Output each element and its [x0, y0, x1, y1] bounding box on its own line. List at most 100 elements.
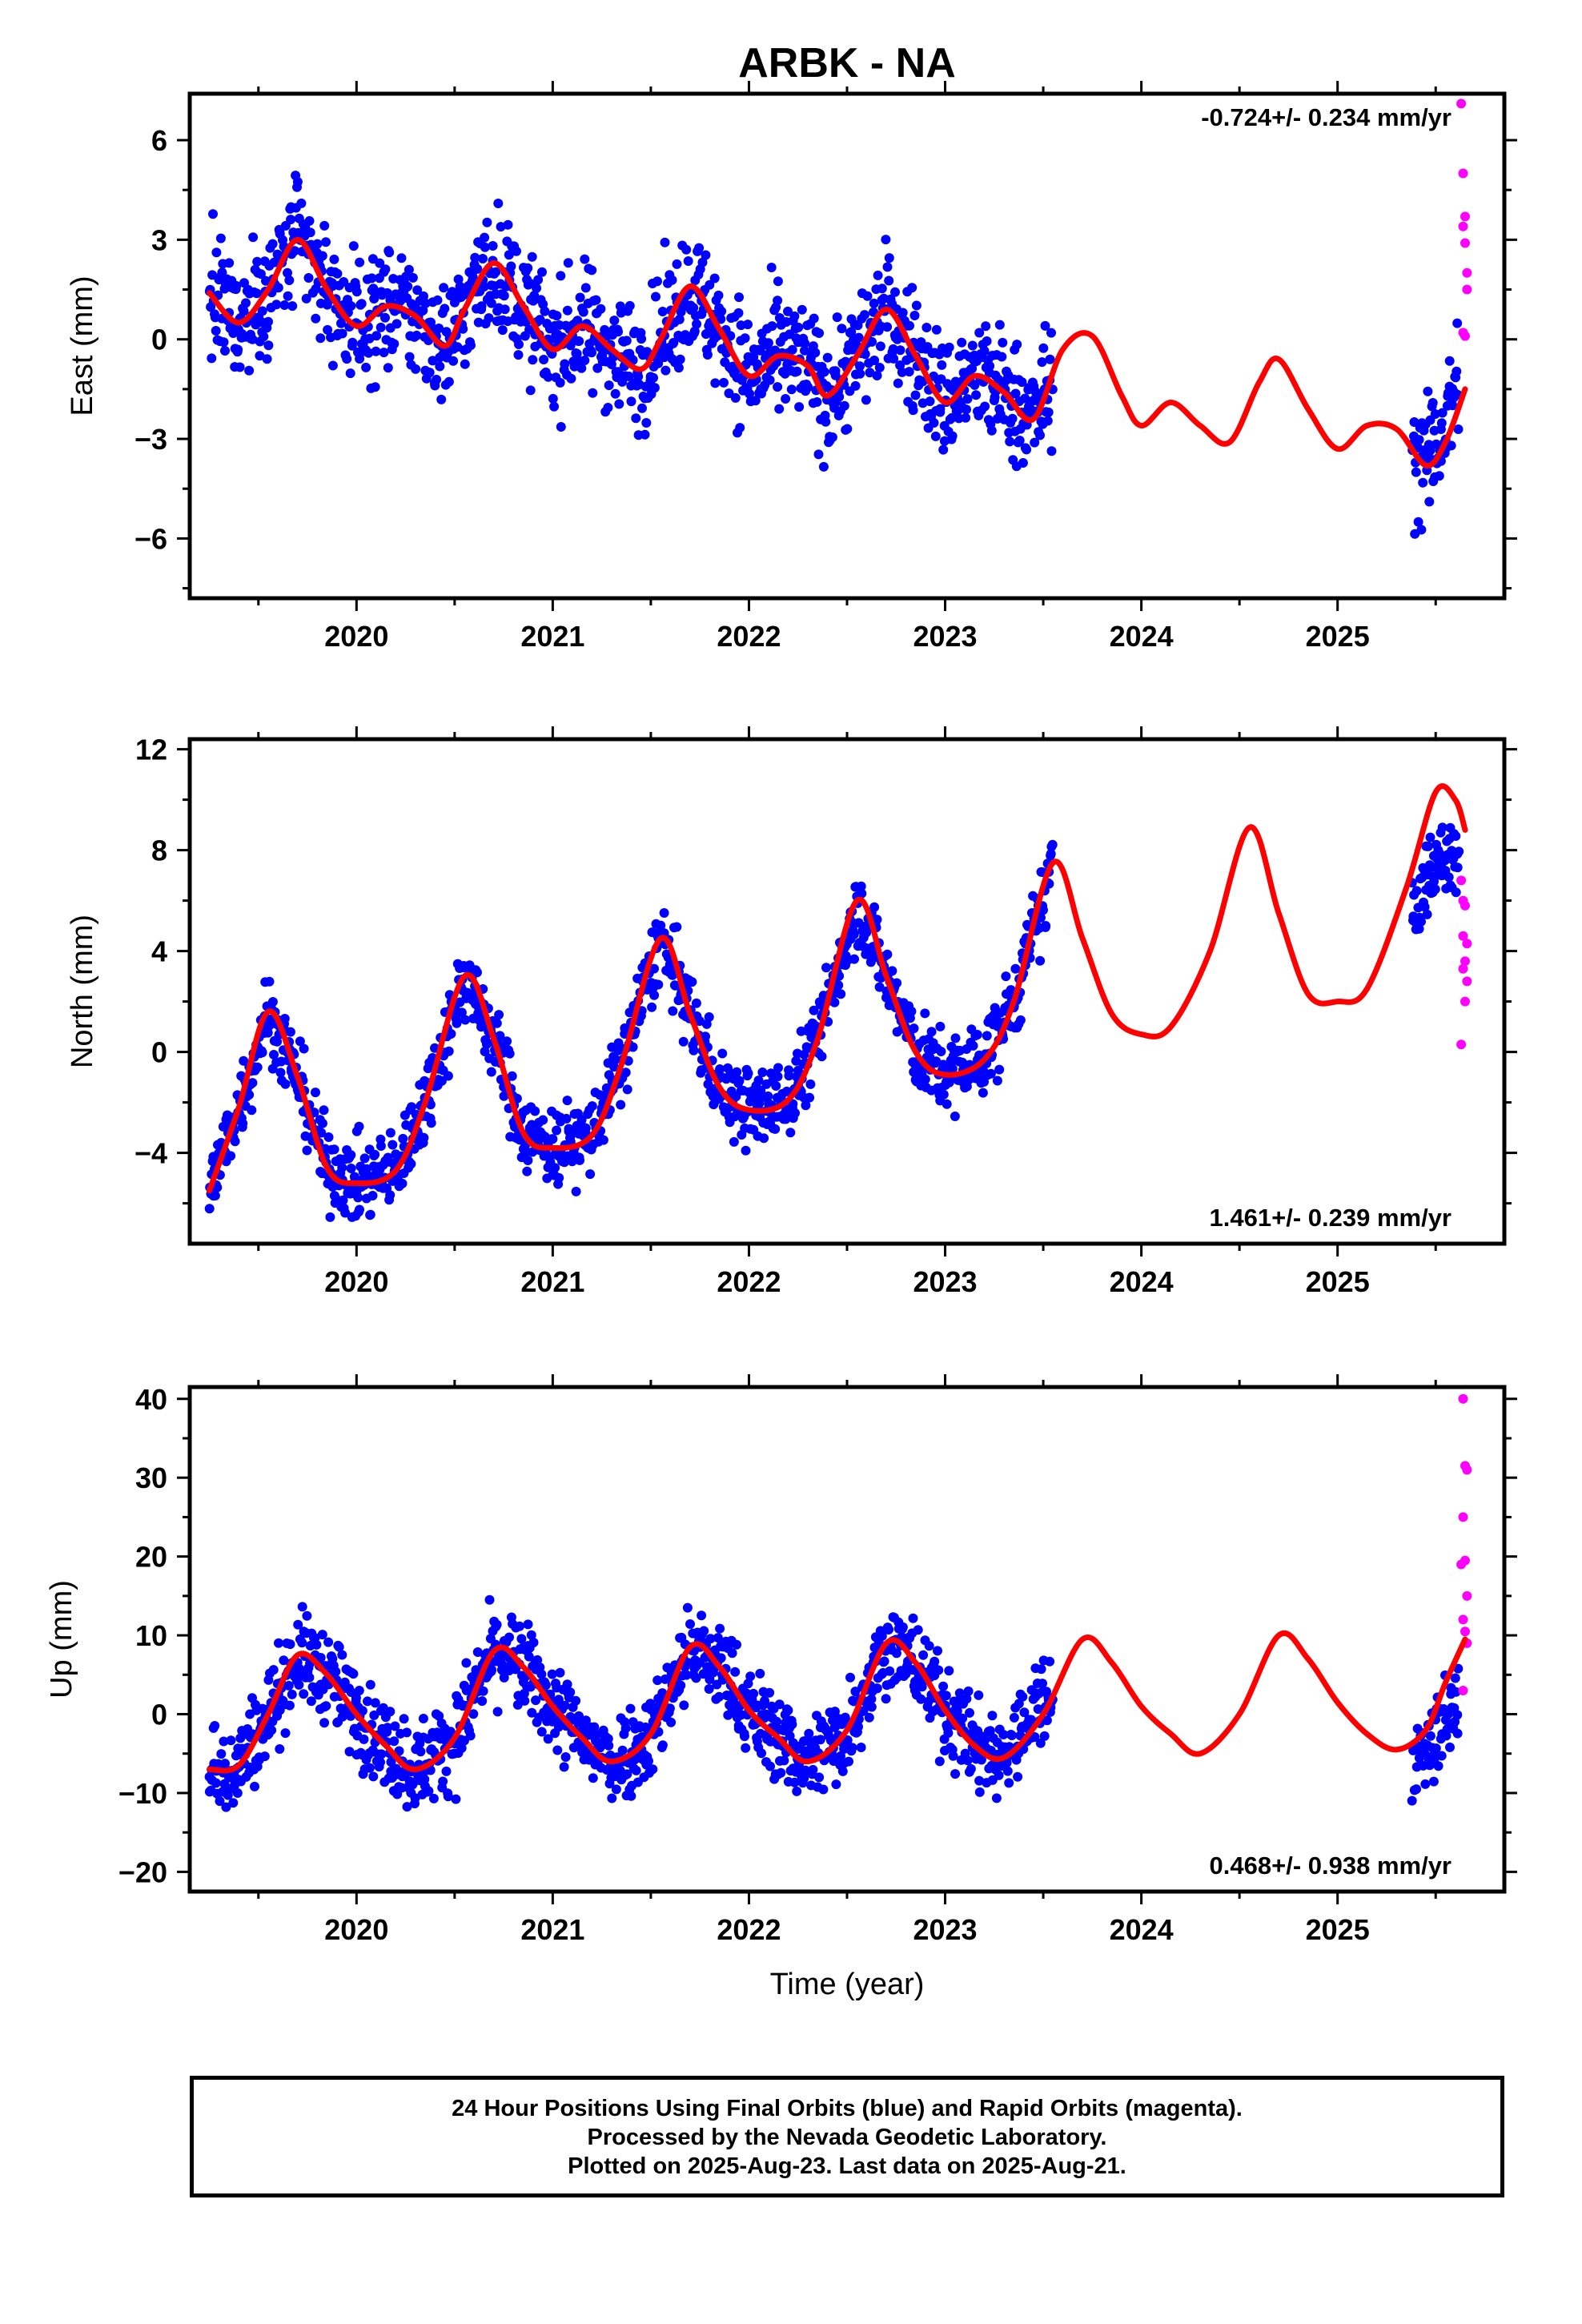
- final-orbit-point: [578, 307, 588, 317]
- x-tick-label: 2020: [324, 1913, 388, 1946]
- final-orbit-point: [290, 246, 300, 256]
- final-orbit-point: [1007, 413, 1018, 424]
- final-orbit-point: [1411, 886, 1422, 896]
- final-orbit-point: [987, 1711, 998, 1721]
- final-orbit-point: [678, 1036, 689, 1047]
- final-orbit-point: [741, 1145, 751, 1156]
- final-orbit-point: [773, 1063, 783, 1073]
- final-orbit-point: [685, 1619, 695, 1629]
- final-orbit-point: [443, 1071, 453, 1081]
- final-orbit-point: [846, 327, 857, 337]
- final-orbit-point: [251, 288, 262, 299]
- final-orbit-point: [571, 1695, 581, 1706]
- final-orbit-point: [971, 390, 982, 400]
- final-orbit-point: [857, 888, 867, 899]
- north-panel: 2020 2021 2022 2023 2024 2025 −4 0 4 8 12 North (mm…: [66, 726, 1517, 1298]
- final-orbit-point: [297, 1602, 307, 1612]
- final-orbit-point: [757, 1068, 768, 1077]
- final-orbit-point: [850, 380, 861, 391]
- model-fit-line: [207, 783, 1468, 1194]
- final-orbit-point: [836, 989, 846, 999]
- final-orbit-point: [321, 1701, 331, 1711]
- final-orbit-point: [262, 354, 272, 364]
- final-orbit-point: [287, 301, 298, 312]
- final-orbit-point: [387, 1140, 398, 1150]
- final-orbit-point: [580, 356, 590, 365]
- final-orbit-point: [972, 1030, 982, 1039]
- final-orbit-point: [588, 388, 598, 398]
- final-orbit-point: [512, 246, 521, 256]
- final-orbit-point: [648, 372, 658, 383]
- final-orbit-point: [982, 1031, 992, 1041]
- final-orbit-point: [332, 268, 343, 279]
- final-orbit-point: [515, 1621, 524, 1631]
- final-orbit-point: [935, 1021, 946, 1031]
- final-orbit-point: [345, 368, 355, 379]
- final-orbit-point: [815, 1735, 825, 1745]
- final-orbit-point: [207, 353, 217, 364]
- final-orbit-point: [994, 1064, 1005, 1075]
- final-orbit-point: [503, 219, 513, 230]
- final-orbit-point: [280, 1728, 291, 1739]
- final-orbit-point: [514, 340, 524, 349]
- x-tick-label: 2024: [1110, 1265, 1174, 1298]
- final-orbit-point: [982, 336, 992, 346]
- final-orbit-point: [819, 367, 829, 377]
- final-orbit-point: [527, 251, 537, 262]
- final-orbit-point: [208, 209, 218, 219]
- final-orbit-point: [755, 345, 765, 356]
- final-orbit-point: [1437, 822, 1447, 833]
- final-orbit-point: [660, 1674, 670, 1684]
- final-orbit-point: [814, 1772, 825, 1783]
- final-orbit-point: [994, 320, 1005, 330]
- final-orbit-point: [1036, 1664, 1046, 1675]
- final-orbit-point: [465, 1731, 476, 1741]
- final-orbit-point: [364, 1763, 375, 1773]
- final-orbit-point: [743, 1679, 753, 1689]
- final-orbit-point: [947, 431, 958, 441]
- final-orbit-point: [887, 966, 897, 976]
- final-orbit-point: [881, 235, 891, 245]
- final-orbit-point: [217, 267, 227, 278]
- final-orbit-point: [325, 1212, 335, 1222]
- final-orbit-point: [869, 298, 879, 308]
- final-orbit-point: [456, 1007, 467, 1018]
- final-orbit-point: [944, 1666, 954, 1676]
- final-orbit-point: [363, 348, 374, 358]
- final-orbit-point: [829, 997, 840, 1007]
- final-orbit-point: [1020, 393, 1030, 404]
- rapid-orbit-point: [1460, 956, 1470, 967]
- final-orbit-point: [985, 1726, 995, 1736]
- final-orbit-point: [476, 301, 487, 312]
- final-orbit-point: [451, 1794, 461, 1804]
- final-orbit-point: [257, 1047, 267, 1058]
- final-orbit-point: [905, 320, 914, 331]
- final-orbit-point: [315, 333, 326, 344]
- final-orbit-point: [370, 1149, 380, 1160]
- final-orbit-point: [359, 1153, 370, 1164]
- east-panel: 2020 2021 2022 2023 2024 2025 −6 −3 0 3 6 East (mm)…: [66, 81, 1517, 653]
- final-orbit-point: [648, 1764, 658, 1775]
- final-orbit-point: [805, 1079, 816, 1089]
- final-orbit-point: [609, 316, 620, 326]
- final-orbit-point: [592, 363, 603, 373]
- final-orbit-point: [865, 368, 875, 378]
- final-orbit-point: [279, 1655, 289, 1666]
- final-orbit-point: [334, 1642, 344, 1652]
- final-orbit-point: [506, 261, 516, 271]
- final-orbit-point: [998, 337, 1008, 348]
- final-orbit-point: [763, 338, 773, 348]
- final-orbit-point: [389, 339, 400, 349]
- final-orbit-point: [614, 399, 624, 409]
- final-orbit-point: [507, 1071, 517, 1081]
- final-orbit-point: [436, 394, 447, 404]
- final-orbit-point: [580, 283, 591, 293]
- final-orbit-point: [716, 1653, 726, 1663]
- caption-box: 24 Hour Positions Using Final Orbits (bl…: [190, 2076, 1504, 2197]
- final-orbit-point: [647, 1002, 657, 1012]
- x-tick-label: 2022: [717, 1265, 781, 1298]
- final-orbit-point: [850, 1687, 861, 1697]
- final-orbit-point: [461, 1658, 472, 1668]
- final-orbit-point: [743, 1068, 753, 1079]
- final-orbit-point: [319, 1718, 330, 1728]
